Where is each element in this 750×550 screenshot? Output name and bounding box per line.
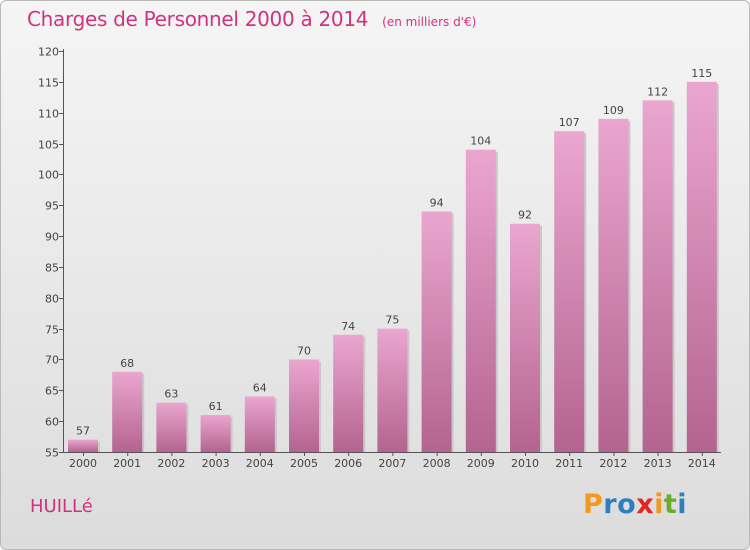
logo-letter: P	[583, 489, 604, 520]
logo-letter: t	[663, 489, 678, 520]
y-tick-85: 85	[45, 262, 59, 275]
y-tick-95: 95	[45, 200, 59, 213]
x-tick-2000: 2000	[69, 457, 97, 470]
bar-2000	[68, 439, 98, 452]
bar-2012	[598, 118, 629, 452]
value-label-2007: 75	[385, 314, 399, 327]
value-label-2013: 112	[647, 85, 668, 98]
value-label-2011: 107	[559, 116, 580, 129]
x-tick-2010: 2010	[511, 457, 539, 470]
y-tick-115: 115	[38, 77, 59, 90]
x-tick-2002: 2002	[157, 457, 185, 470]
x-tick-2008: 2008	[423, 457, 451, 470]
y-tick-80: 80	[45, 293, 59, 306]
value-label-2012: 109	[603, 104, 624, 117]
bar-2003	[200, 414, 231, 452]
y-tick-105: 105	[38, 139, 59, 152]
bar-2009	[465, 149, 496, 452]
bar-2006	[333, 334, 364, 452]
bar-2007	[377, 328, 408, 452]
x-tick-2009: 2009	[467, 457, 495, 470]
value-label-2000: 57	[76, 425, 90, 438]
chart-title: Charges de Personnel 2000 à 2014	[27, 7, 369, 31]
commune-name: HUILLé	[30, 496, 93, 517]
x-tick-2012: 2012	[599, 457, 627, 470]
bar-2002	[156, 402, 187, 452]
logo-letter: i	[654, 489, 664, 520]
title-block: Charges de Personnel 2000 à 2014 (en mill…	[27, 7, 476, 31]
x-tick-2007: 2007	[378, 457, 406, 470]
y-tick-75: 75	[45, 324, 59, 337]
x-tick-2006: 2006	[334, 457, 362, 470]
y-tick-70: 70	[45, 354, 59, 367]
bar-2004	[244, 396, 275, 452]
bar-2005	[289, 359, 319, 452]
logo-letter: i	[677, 489, 688, 520]
y-tick-90: 90	[45, 231, 59, 244]
value-label-2014: 115	[691, 67, 712, 80]
y-tick-100: 100	[38, 169, 59, 182]
bar-2013	[642, 100, 673, 452]
x-tick-2003: 2003	[202, 457, 230, 470]
y-tick-55: 55	[45, 447, 59, 460]
y-tick-65: 65	[45, 385, 59, 398]
x-tick-2005: 2005	[290, 457, 318, 470]
y-tick-110: 110	[38, 108, 59, 121]
value-label-2009: 104	[470, 135, 491, 148]
y-tick-120: 120	[38, 46, 59, 59]
value-label-2003: 61	[209, 400, 223, 413]
value-label-2005: 70	[297, 344, 311, 357]
bar-2011	[554, 131, 585, 452]
x-tick-2013: 2013	[644, 457, 672, 470]
logo-letter: x	[636, 489, 655, 520]
value-label-2008: 94	[430, 196, 444, 209]
proxiti-logo: Proxiti	[583, 489, 687, 520]
bar-2001	[112, 371, 143, 452]
x-tick-2004: 2004	[246, 457, 274, 470]
value-label-2002: 63	[164, 388, 178, 401]
bar-2008	[421, 211, 452, 452]
y-tick-60: 60	[45, 416, 59, 429]
logo-letter: o	[617, 489, 637, 520]
x-tick-2001: 2001	[113, 457, 141, 470]
logo-letter: r	[603, 489, 618, 520]
value-label-2004: 64	[253, 381, 267, 394]
chart-subtitle: (en milliers d'€)	[382, 15, 477, 29]
x-tick-2011: 2011	[555, 457, 583, 470]
bar-2014	[686, 81, 717, 452]
value-label-2006: 74	[341, 320, 355, 333]
value-label-2001: 68	[120, 357, 134, 370]
x-tick-2014: 2014	[688, 457, 716, 470]
value-label-2010: 92	[518, 209, 532, 222]
bar-2010	[510, 223, 540, 452]
